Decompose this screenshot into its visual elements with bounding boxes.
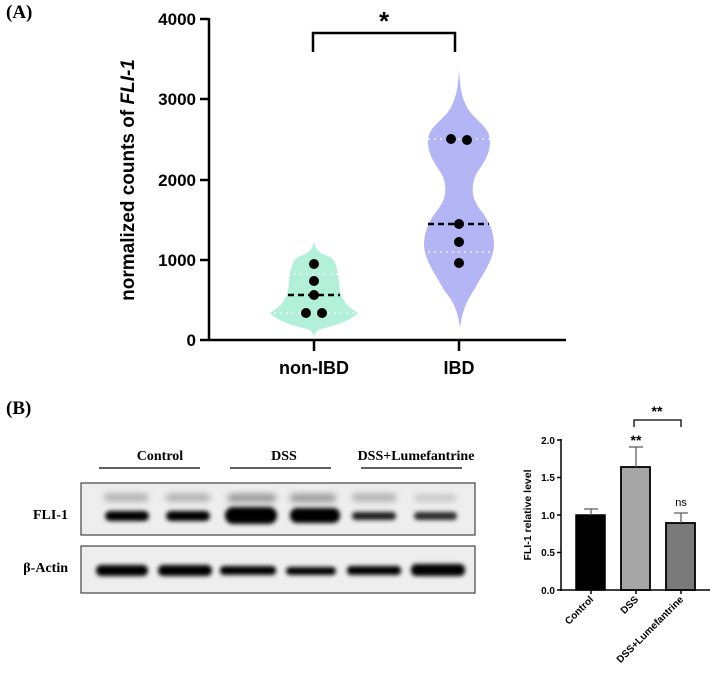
violin-y-ticks: 0 1000 2000 3000 4000	[158, 10, 209, 350]
bar-sig-dss: **	[631, 432, 642, 448]
panel-label-a: (A)	[6, 2, 33, 23]
violin-ibd	[424, 68, 494, 328]
bar-y-axis-label: FLI-1 relative level	[522, 469, 534, 560]
violin-xlabel-non-ibd: non-IBD	[279, 358, 349, 378]
violin-points-non-ibd	[301, 259, 327, 318]
bar-ytick-1-5: 1.5	[541, 473, 555, 484]
blot-fli1-membrane	[80, 482, 476, 536]
panel-label-b: (B)	[6, 398, 32, 419]
bar-control	[575, 514, 606, 591]
violin-non-ibd	[270, 242, 358, 336]
violin-ytick-0: 0	[187, 331, 196, 350]
blot-group-lumefantrine: DSS+Lumefantrine	[358, 449, 475, 464]
violin-xlabel-ibd: IBD	[444, 358, 475, 378]
blot-group-dss: DSS	[271, 449, 297, 464]
blot-row-fli1: FLI-1	[33, 508, 68, 523]
violin-chart: normalized counts of FLI-1 0 1000 2000 3…	[118, 6, 566, 378]
bar-sig-lumefantrine: ns	[675, 497, 687, 509]
violin-significance-bracket	[311, 31, 457, 52]
violin-points-ibd	[446, 134, 472, 268]
bar-xlabel-control: Control	[563, 594, 596, 627]
violin-ytick-1000: 1000	[158, 251, 196, 270]
bar-dss	[620, 466, 651, 591]
violin-ytick-3000: 3000	[158, 90, 196, 109]
bar-ytick-2-0: 2.0	[541, 436, 555, 447]
bar-xlabel-dss: DSS	[619, 594, 642, 617]
bar-ytick-0: 0.0	[541, 586, 555, 597]
violin-y-axis-label: normalized counts of FLI-1	[118, 59, 139, 301]
bar-xlabel-lumefantrine: DSS+Lumefantrine	[615, 594, 687, 666]
bar-ytick-1-0: 1.0	[541, 511, 555, 522]
bar-significance-bracket	[633, 419, 682, 427]
blot-actin-membrane	[80, 545, 476, 594]
bar-sig-bracket: **	[652, 403, 663, 419]
violin-ytick-4000: 4000	[158, 10, 196, 29]
bar-lumefantrine	[665, 522, 696, 591]
violin-significance-star: *	[379, 6, 390, 36]
blot-group-control: Control	[137, 449, 184, 464]
bar-ytick-0-5: 0.5	[541, 548, 555, 559]
violin-ytick-2000: 2000	[158, 171, 196, 190]
blot-row-actin: β-Actin	[23, 561, 68, 576]
